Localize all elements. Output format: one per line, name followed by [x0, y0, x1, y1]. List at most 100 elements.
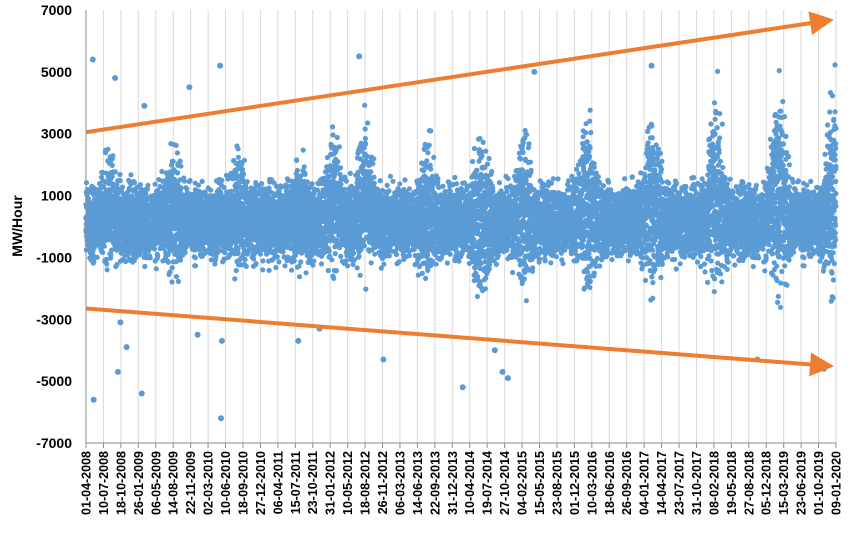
- data-point: [187, 177, 193, 184]
- data-point: [318, 261, 325, 267]
- data-point: [296, 274, 303, 280]
- data-point: [156, 177, 162, 183]
- data-point: [282, 263, 288, 269]
- data-point: [177, 158, 183, 164]
- data-point: [251, 256, 257, 262]
- data-point: [300, 147, 306, 153]
- data-point: [325, 267, 331, 274]
- data-point: [350, 261, 356, 267]
- data-point: [363, 286, 369, 292]
- data-point: [199, 178, 205, 184]
- data-point: [332, 251, 338, 257]
- data-point: [302, 171, 308, 177]
- data-point: [219, 177, 225, 183]
- data-point: [370, 161, 376, 167]
- data-point: [304, 179, 310, 185]
- data-point: [167, 269, 173, 275]
- data-point: [333, 268, 340, 274]
- data-point: [192, 263, 199, 269]
- data-point: [280, 249, 286, 255]
- data-point: [276, 259, 282, 265]
- data-point: [273, 264, 279, 271]
- data-point: [311, 258, 317, 264]
- data-point: [345, 263, 351, 269]
- data-point: [105, 146, 111, 152]
- data-point: [175, 278, 181, 285]
- data-point: [110, 153, 116, 159]
- data-point: [337, 165, 344, 171]
- data-point: [181, 178, 188, 184]
- data-point: [362, 135, 368, 142]
- data-point: [151, 246, 157, 252]
- data-point: [104, 261, 110, 267]
- data-point: [114, 182, 120, 188]
- data-point: [112, 169, 118, 175]
- data-point: [291, 258, 297, 264]
- data-point: [153, 266, 159, 272]
- data-point: [178, 185, 184, 191]
- data-point: [100, 249, 106, 255]
- data-point: [363, 141, 369, 147]
- data-point: [294, 157, 300, 163]
- data-point: [260, 267, 266, 273]
- data-point: [241, 157, 247, 163]
- data-point: [266, 267, 272, 273]
- data-point: [368, 169, 374, 175]
- data-point: [368, 260, 374, 266]
- data-point: [235, 249, 241, 255]
- data-point: [257, 251, 263, 257]
- data-point: [259, 181, 265, 187]
- data-point: [303, 270, 309, 276]
- data-point: [298, 259, 304, 265]
- data-point: [338, 181, 344, 187]
- data-point: [173, 274, 180, 280]
- data-point: [170, 158, 176, 164]
- data-point: [357, 272, 363, 278]
- data-point: [144, 186, 150, 192]
- data-point: [337, 172, 343, 178]
- data-point: [338, 253, 344, 259]
- data-point: [85, 195, 91, 202]
- data-point: [331, 275, 337, 281]
- data-point: [343, 178, 349, 184]
- data-point: [94, 254, 100, 260]
- data-point: [159, 168, 165, 175]
- data-point: [208, 187, 214, 193]
- data-point: [371, 156, 377, 162]
- data-point: [177, 257, 184, 263]
- data-point: [178, 163, 184, 169]
- data-point: [239, 166, 246, 172]
- data-point: [330, 124, 336, 130]
- data-point: [274, 254, 280, 260]
- data-point: [131, 179, 138, 186]
- data-point: [347, 170, 353, 176]
- data-point: [356, 253, 362, 259]
- data-point: [243, 263, 249, 269]
- data-point: [117, 178, 123, 184]
- data-point: [104, 267, 110, 273]
- data-point: [329, 257, 335, 263]
- data-point: [326, 248, 332, 254]
- data-point: [109, 174, 115, 180]
- data-point: [233, 267, 239, 274]
- data-point: [362, 126, 368, 132]
- data-point: [361, 243, 367, 249]
- data-point: [173, 142, 179, 148]
- data-point: [309, 181, 315, 187]
- data-point: [182, 249, 188, 256]
- data-point: [104, 256, 110, 263]
- data-point: [354, 265, 360, 271]
- data-point: [152, 181, 158, 187]
- data-point: [362, 102, 368, 108]
- data-point: [327, 173, 333, 179]
- data-point: [147, 255, 153, 261]
- data-point: [109, 162, 115, 168]
- data-point: [108, 252, 114, 258]
- data-point: [334, 134, 340, 141]
- data-point: [169, 279, 175, 285]
- data-point: [336, 144, 342, 150]
- data-point: [155, 253, 161, 259]
- data-point: [169, 265, 175, 271]
- data-point: [175, 170, 181, 176]
